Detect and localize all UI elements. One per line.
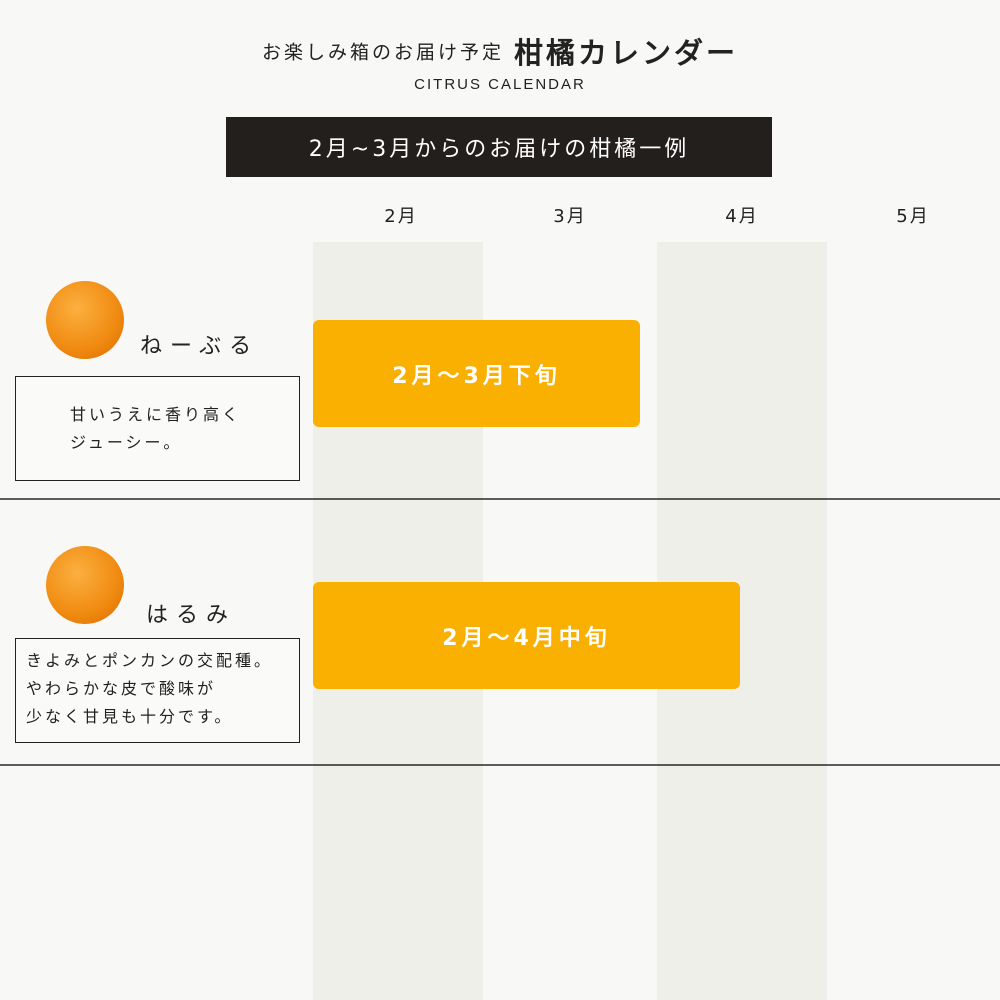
description-line: 少なく甘見も十分です。 [26,707,234,726]
item-description: きよみとポンカンの交配種。 やわらかな皮で酸味が 少なく甘見も十分です。 [15,638,300,743]
item-description: 甘いうえに香り高く ジューシー。 [15,376,300,481]
orange-icon [46,546,124,624]
item-name: はるみ [146,603,237,628]
period-bar: 2月～3月下旬 [313,320,640,427]
description-line: きよみとポンカンの交配種。 [26,651,274,670]
description-line: やわらかな皮で酸味が [26,679,217,698]
month-label: 4月 [725,206,759,227]
title-main: 柑橘カレンダー [514,36,739,70]
month-label: 3月 [553,206,587,227]
page-title: お楽しみ箱のお届け予定 柑橘カレンダー [0,30,1000,72]
description-line: ジューシー。 [70,433,183,452]
description-line: 甘いうえに香り高く [70,405,242,424]
banner: 2月~3月からのお届けの柑橘一例 [226,117,772,177]
month-label: 2月 [384,206,418,227]
divider [0,498,1000,500]
title-subtitle: お楽しみ箱のお届け予定 [261,41,504,64]
title-english: CITRUS CALENDAR [414,76,586,93]
divider [0,764,1000,766]
period-bar: 2月～4月中旬 [313,582,740,689]
orange-icon [46,281,124,359]
month-label: 5月 [896,206,930,227]
item-name: ねーぶる [140,334,260,359]
